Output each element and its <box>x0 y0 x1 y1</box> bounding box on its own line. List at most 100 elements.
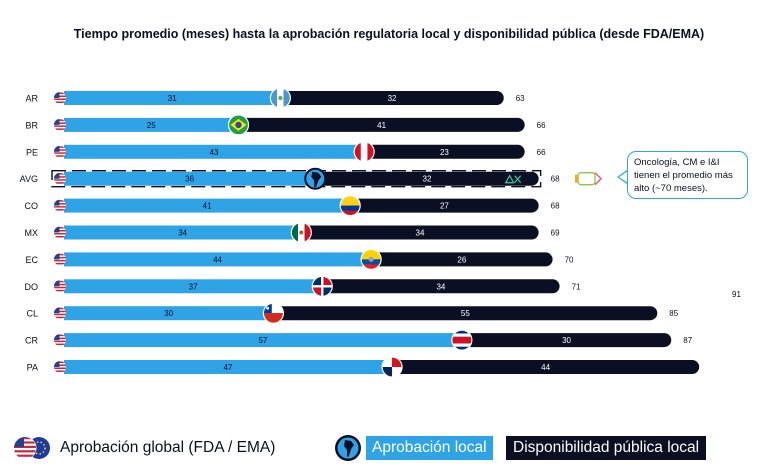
category-label: DO <box>25 282 39 292</box>
bar-public-value: 34 <box>416 229 425 238</box>
bar-local <box>64 333 462 348</box>
bar-local <box>64 225 302 240</box>
bar-local-value: 47 <box>224 363 233 372</box>
bar-total-label: 70 <box>565 255 574 264</box>
flag-cl-icon <box>262 302 284 324</box>
us-flag-icon <box>54 92 66 104</box>
bar-public-value: 23 <box>440 148 449 157</box>
us-flag-icon <box>54 145 66 158</box>
bar-public <box>293 225 539 240</box>
chart-title: Tiempo promedio (meses) hasta la aprobac… <box>73 27 705 41</box>
flag-cr-icon <box>451 329 473 351</box>
flag-co-icon <box>339 195 361 217</box>
bar-public <box>272 91 504 105</box>
bar-local-value: 57 <box>258 336 267 345</box>
south-america-icon <box>335 435 361 461</box>
bar-public-value: 32 <box>423 175 432 184</box>
pencil-icon <box>575 172 602 186</box>
us-flag-icon <box>54 118 66 131</box>
bar-local-value: 43 <box>210 148 219 157</box>
category-label: CO <box>25 201 39 211</box>
bar-total-label: 66 <box>537 121 546 130</box>
bar-local <box>64 279 323 294</box>
category-label: CR <box>25 336 38 346</box>
bar-public <box>453 333 672 348</box>
category-label: PA <box>27 363 38 373</box>
bar-total-label: 87 <box>683 336 692 345</box>
bar-local-value: 34 <box>178 229 187 238</box>
bar-public <box>363 252 553 267</box>
bar-total-label: 68 <box>551 202 560 211</box>
bar-public-value: 30 <box>562 336 571 345</box>
bar-public <box>342 198 539 213</box>
flag-mx-icon <box>290 221 312 244</box>
flag-br-icon <box>227 114 250 136</box>
category-label: AR <box>25 94 38 104</box>
us-flag-icon <box>54 172 66 185</box>
bar-total-label: 69 <box>551 229 560 238</box>
bar-local-value: 31 <box>168 94 177 103</box>
category-label: BR <box>25 120 38 130</box>
bar-public <box>265 306 658 321</box>
bar-local <box>64 252 372 267</box>
us-flag-icon <box>54 280 66 293</box>
us-flag-icon <box>54 226 66 239</box>
bar-local-value: 41 <box>203 202 212 211</box>
us-flag-icon <box>54 361 66 373</box>
bar-public <box>314 279 560 294</box>
category-label: MX <box>25 228 39 238</box>
bar-local-value: 36 <box>185 175 194 184</box>
flag-ec-icon <box>360 248 382 270</box>
bar-local <box>64 91 281 105</box>
bar-public <box>356 144 525 159</box>
legend-public-label: Disponibilidad pública local <box>506 436 707 460</box>
bar-total-label: 63 <box>516 94 525 103</box>
category-label: PE <box>26 147 38 157</box>
bar-local-value: 30 <box>164 309 173 318</box>
bar-total-label: 68 <box>551 175 560 184</box>
us-eu-flag-icon <box>13 436 50 460</box>
flag-pe-icon <box>353 141 375 163</box>
category-label: AVG <box>20 174 38 184</box>
bar-local <box>64 144 365 159</box>
bar-total-label: 71 <box>572 282 581 291</box>
legend-public: Disponibilidad pública local <box>506 434 707 462</box>
legend-global: Aprobación global (FDA / EMA) <box>12 434 275 462</box>
legend-global-label: Aprobación global (FDA / EMA) <box>60 439 276 456</box>
bar-public-value: 44 <box>541 363 550 372</box>
bar-local <box>64 117 239 132</box>
bar-public <box>307 171 539 186</box>
flag-pa-icon <box>381 356 403 378</box>
us-flag-icon <box>54 199 66 212</box>
bar-public <box>384 360 700 374</box>
bar-total-label: 66 <box>537 148 546 157</box>
bar-total-label: 85 <box>669 309 678 318</box>
us-flag-icon <box>54 334 66 347</box>
legend-local: Aprobación local <box>334 434 493 462</box>
therapy-area-icon <box>504 174 522 184</box>
callout-arrow-inner <box>619 171 628 183</box>
bar-local <box>64 360 393 374</box>
bar-local <box>64 306 274 321</box>
category-label: CL <box>26 309 38 319</box>
bar-public-value: 26 <box>457 255 466 264</box>
bar-public-value: 27 <box>440 202 449 211</box>
extra-value-label: 91 <box>732 290 741 299</box>
category-label: EC <box>25 255 38 265</box>
avg-highlight-outline <box>51 169 542 188</box>
bar-local-value: 25 <box>147 121 156 130</box>
flag-gt-icon <box>269 87 291 109</box>
bar-local-value: 44 <box>213 255 222 264</box>
flag-avg-icon <box>304 167 327 190</box>
legend-local-label: Aprobación local <box>366 436 493 460</box>
us-flag-icon <box>54 307 66 320</box>
bar-public-value: 34 <box>436 282 445 291</box>
callout-box: Oncología, CM e I&I tienen el promedio m… <box>627 151 748 199</box>
bar-public <box>230 117 525 132</box>
bar-public-value: 55 <box>461 309 470 318</box>
bar-public-value: 32 <box>388 94 397 103</box>
bar-local-value: 37 <box>189 282 198 291</box>
bar-local <box>64 171 316 186</box>
bar-public-value: 41 <box>377 121 386 130</box>
